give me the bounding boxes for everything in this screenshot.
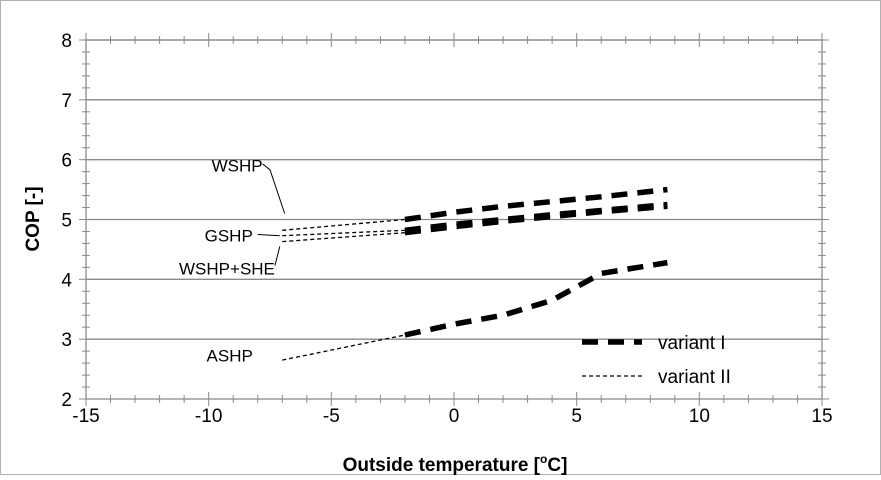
y-tick-label: 6 xyxy=(61,151,72,172)
y-tick-label: 3 xyxy=(61,330,72,351)
legend-label: variant II xyxy=(658,367,731,388)
series-line-wshp-she-variant-i xyxy=(404,203,668,236)
y-tick-label: 2 xyxy=(61,390,72,411)
x-tick-label: 5 xyxy=(571,406,582,427)
legend: variant I variant II xyxy=(582,333,731,388)
annotation-label: ASHP xyxy=(207,346,253,365)
annotation-label: GSHP xyxy=(205,227,253,246)
y-axis-title: COP [-] xyxy=(23,186,44,251)
annotation-leaders xyxy=(257,163,286,266)
x-tick-label: 0 xyxy=(449,406,460,427)
x-tick-label: -10 xyxy=(195,406,222,427)
annotation-label: WSHP xyxy=(212,157,263,176)
x-tick-label: -5 xyxy=(323,406,340,427)
annotation-leader xyxy=(274,246,281,266)
x-tick-label: 10 xyxy=(689,406,710,427)
series-line-ashp-variant-i xyxy=(404,259,668,338)
annotation-leader xyxy=(262,163,286,214)
x-tick-label: 15 xyxy=(811,406,832,427)
annotation-label: WSHP+SHE xyxy=(179,260,275,279)
annotations: WSHP GSHP WSHP+SHE ASHP xyxy=(179,157,275,366)
legend-label: variant I xyxy=(658,333,726,354)
axes: -15 -10 -5 0 5 10 15 2 3 4 5 6 7 8 xyxy=(61,31,832,427)
y-tick-label: 7 xyxy=(61,91,72,112)
y-tick-label: 8 xyxy=(61,31,72,52)
x-axis-title: Outside temperature [oC] xyxy=(343,452,568,475)
annotation-leader xyxy=(257,234,280,237)
y-tick-label: 4 xyxy=(61,270,72,291)
series-line-wshp-variant-i xyxy=(404,186,668,223)
series-lines xyxy=(282,186,668,361)
x-tick-label: -15 xyxy=(72,406,99,427)
y-tick-label: 5 xyxy=(61,211,72,232)
